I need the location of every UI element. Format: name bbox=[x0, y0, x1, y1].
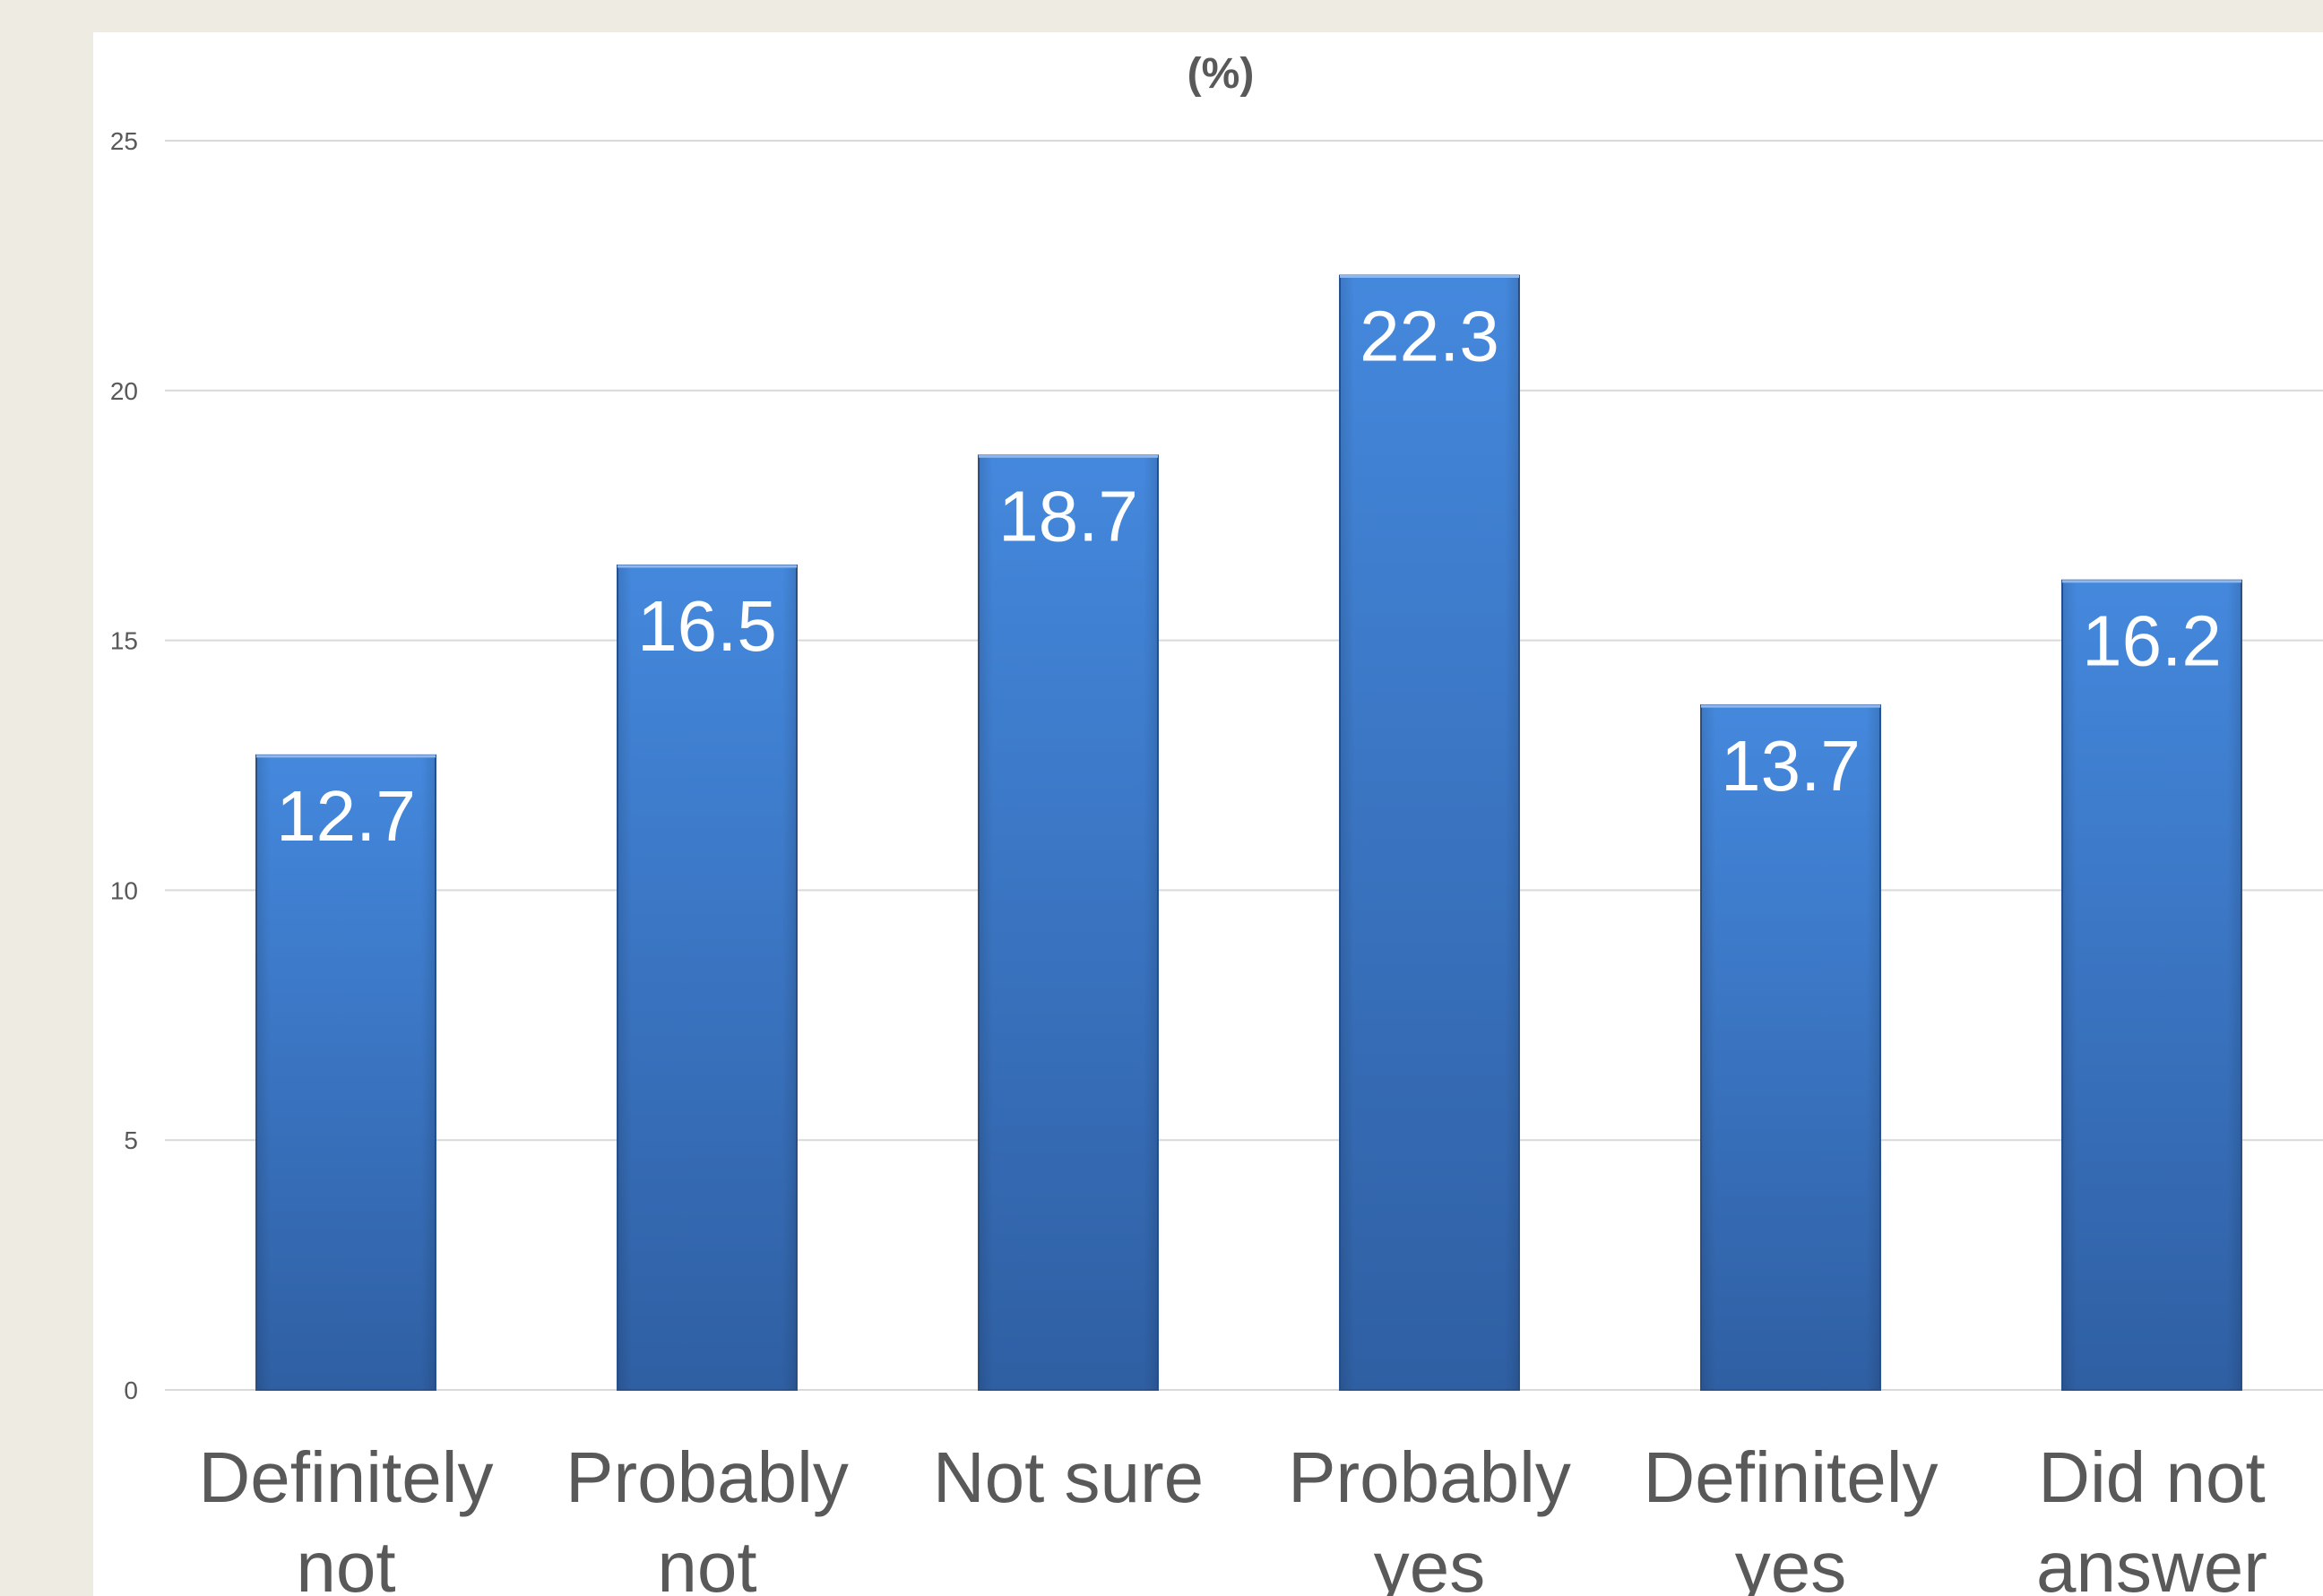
y-tick-label: 20 bbox=[110, 377, 138, 405]
bar-group bbox=[1339, 274, 1520, 1391]
bar-shading bbox=[1340, 275, 1519, 1390]
y-tick-label: 15 bbox=[110, 627, 138, 655]
bar-group bbox=[255, 754, 436, 1391]
bar-group bbox=[1700, 704, 1881, 1391]
bar-group bbox=[617, 564, 798, 1391]
y-tick-label: 0 bbox=[124, 1376, 138, 1404]
bar-shading bbox=[979, 455, 1158, 1391]
data-label: 13.7 bbox=[1721, 726, 1861, 806]
bar-shading bbox=[1701, 705, 1880, 1390]
data-label: 12.7 bbox=[276, 776, 416, 856]
bar-shading bbox=[2062, 580, 2241, 1390]
bars bbox=[255, 274, 2242, 1392]
x-tick-label: Probably bbox=[566, 1437, 849, 1517]
x-tick-label: Definitely bbox=[198, 1437, 493, 1517]
x-tick-label: Probably bbox=[1288, 1437, 1571, 1517]
y-tick-label: 5 bbox=[124, 1126, 138, 1154]
x-tick-label: yes bbox=[1374, 1527, 1486, 1596]
data-label: 18.7 bbox=[998, 476, 1138, 556]
data-label: 22.3 bbox=[1360, 297, 1499, 376]
x-tick-label: Not sure bbox=[933, 1437, 1204, 1517]
x-axis-ticks: Definitely not Probably not Not sure Probably… bbox=[198, 1437, 2267, 1596]
x-tick-label: answer bbox=[2036, 1527, 2267, 1596]
bar-shading bbox=[617, 565, 797, 1390]
bar-group bbox=[978, 454, 1159, 1392]
chart-title: (%) bbox=[1187, 50, 1255, 98]
data-label: 16.2 bbox=[2082, 601, 2222, 681]
x-tick-label: yes bbox=[1735, 1527, 1847, 1596]
bar-group bbox=[2061, 579, 2242, 1391]
y-tick-label: 25 bbox=[110, 127, 138, 155]
x-tick-label: not bbox=[657, 1527, 756, 1596]
data-labels: 12.7 16.5 18.7 22.3 13.7 16.2 bbox=[276, 297, 2222, 856]
y-tick-label: 10 bbox=[110, 876, 138, 904]
bar-shading bbox=[256, 755, 436, 1390]
x-tick-label: Did not bbox=[2038, 1437, 2265, 1517]
chart-panel: (%) 0 5 10 15 20 25 12.7 16.5 18.7 22.3 13.7 16.2 … bbox=[93, 32, 2323, 1596]
gridlines bbox=[165, 140, 2323, 1391]
y-axis-ticks: 0 5 10 15 20 25 bbox=[110, 127, 138, 1404]
data-label: 16.5 bbox=[637, 586, 777, 666]
x-tick-label: not bbox=[296, 1527, 395, 1596]
x-tick-label: Definitely bbox=[1643, 1437, 1938, 1517]
